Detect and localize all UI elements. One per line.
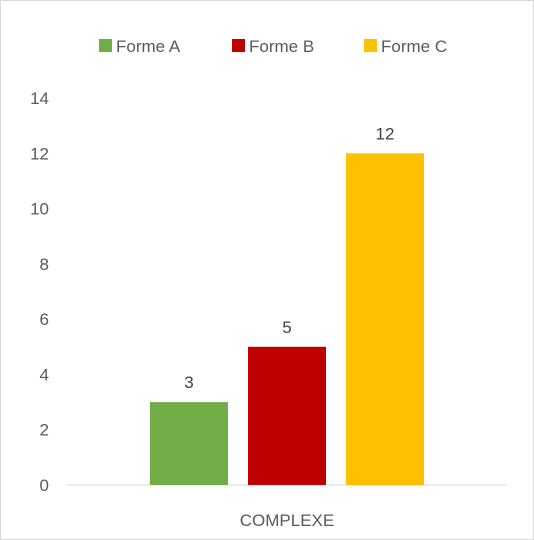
legend-swatch	[364, 39, 377, 52]
data-label: 12	[376, 124, 395, 143]
bars	[150, 153, 424, 486]
x-axis: COMPLEXE	[67, 484, 507, 530]
y-tick-label: 4	[40, 365, 49, 384]
legend-swatch	[232, 39, 245, 52]
x-tick-label: COMPLEXE	[240, 511, 334, 530]
bar-forme-c	[346, 153, 424, 486]
bar-forme-a	[150, 402, 228, 485]
y-tick-label: 12	[30, 144, 49, 163]
legend-label: Forme A	[116, 37, 181, 56]
data-labels: 3 5 12	[184, 124, 394, 392]
y-tick-label: 6	[40, 310, 49, 329]
legend-label: Forme B	[249, 37, 314, 56]
legend-label: Forme C	[381, 37, 447, 56]
bar-forme-b	[248, 346, 326, 485]
legend: Forme A Forme B Forme C	[99, 37, 447, 56]
y-tick-label: 14	[30, 89, 49, 108]
y-axis: 0 2 4 6 8 10 12 14	[30, 89, 49, 495]
y-tick-label: 8	[40, 255, 49, 274]
legend-swatch	[99, 39, 112, 52]
data-label: 5	[282, 318, 291, 337]
y-tick-label: 0	[40, 476, 49, 495]
y-tick-label: 2	[40, 421, 49, 440]
data-label: 3	[184, 373, 193, 392]
y-tick-label: 10	[30, 200, 49, 219]
